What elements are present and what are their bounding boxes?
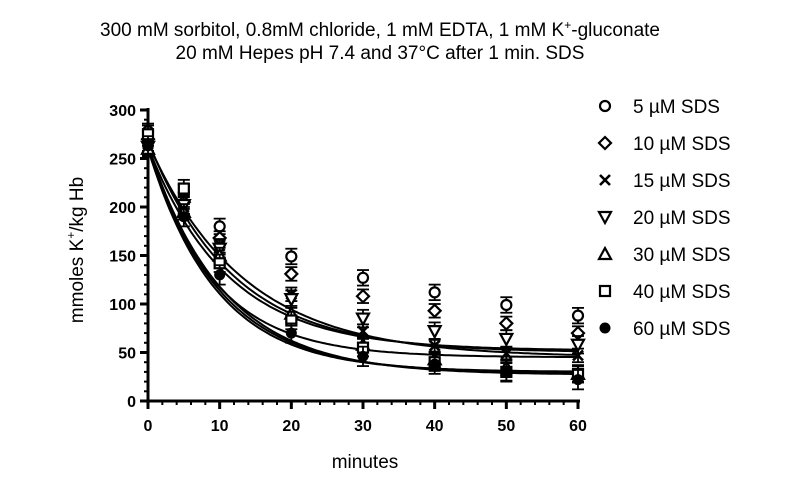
data-point — [570, 338, 586, 354]
legend-marker — [599, 322, 611, 334]
data-point — [213, 220, 226, 233]
data-points — [140, 122, 586, 391]
data-point — [178, 211, 190, 223]
data-point — [356, 271, 370, 284]
x-tick-label: 50 — [497, 418, 515, 435]
legend-marker — [599, 174, 611, 186]
legend-label: 15 µM SDS — [633, 171, 731, 192]
data-point — [498, 315, 514, 331]
x-tick-label: 20 — [282, 418, 300, 435]
data-point — [572, 349, 584, 362]
x-axis-label: minutes — [332, 452, 399, 473]
legend-marker — [597, 210, 613, 226]
data-point — [283, 293, 300, 308]
data-point — [429, 358, 441, 370]
y-tick-label: 300 — [109, 103, 136, 120]
y-tick-label: 0 — [127, 394, 136, 411]
data-point — [283, 266, 299, 282]
legend-marker — [597, 135, 613, 151]
data-point — [500, 366, 512, 378]
data-point — [427, 303, 443, 319]
data-point — [355, 312, 371, 327]
data-point — [428, 339, 441, 352]
data-point — [214, 269, 226, 281]
x-tick-label: 60 — [569, 418, 587, 435]
data-point — [355, 288, 371, 304]
y-tick-label: 200 — [109, 200, 136, 217]
legend-label: 40 µM SDS — [633, 282, 731, 303]
data-point — [285, 327, 297, 339]
data-point — [572, 374, 584, 386]
x-tick-label: 30 — [354, 418, 372, 435]
data-point — [357, 350, 369, 362]
chart-title-line1: 300 mM sorbitol, 0.8mM chloride, 1 mM ED… — [100, 18, 660, 41]
data-point — [571, 309, 585, 322]
legend: 5 µM SDS 10 µM SDS 15 µM SDS 20 µM SDS 30 µM… — [597, 97, 731, 340]
data-point — [428, 286, 441, 299]
data-point — [426, 325, 443, 340]
legend-label: 5 µM SDS — [633, 97, 720, 118]
data-point — [500, 298, 513, 312]
chart-title-line2: 20 mM Hepes pH 7.4 and 37°C after 1 min.… — [175, 43, 585, 64]
legend-label: 10 µM SDS — [633, 134, 731, 155]
data-point — [500, 347, 513, 360]
legend-marker — [598, 99, 612, 113]
legend-label: 30 µM SDS — [633, 245, 731, 266]
x-tick-label: 10 — [211, 418, 229, 435]
axes: 0 50 100 150 200 250 300 0 10 20 30 40 50 60 — [109, 103, 587, 435]
x-tick-label: 0 — [144, 418, 153, 435]
x-tick-label: 40 — [426, 418, 444, 435]
data-point — [498, 332, 515, 348]
data-point — [142, 140, 154, 152]
y-axis-label: mmoles K+/kg Hb — [64, 177, 88, 323]
data-point — [285, 250, 298, 263]
legend-marker — [598, 284, 612, 298]
y-tick-label: 250 — [109, 152, 136, 169]
y-tick-label: 50 — [118, 346, 136, 363]
legend-label: 20 µM SDS — [633, 208, 731, 229]
legend-marker — [597, 245, 613, 261]
data-point — [177, 182, 190, 195]
y-tick-label: 100 — [109, 297, 136, 314]
legend-label: 60 µM SDS — [633, 319, 731, 340]
y-tick-label: 150 — [109, 249, 136, 266]
